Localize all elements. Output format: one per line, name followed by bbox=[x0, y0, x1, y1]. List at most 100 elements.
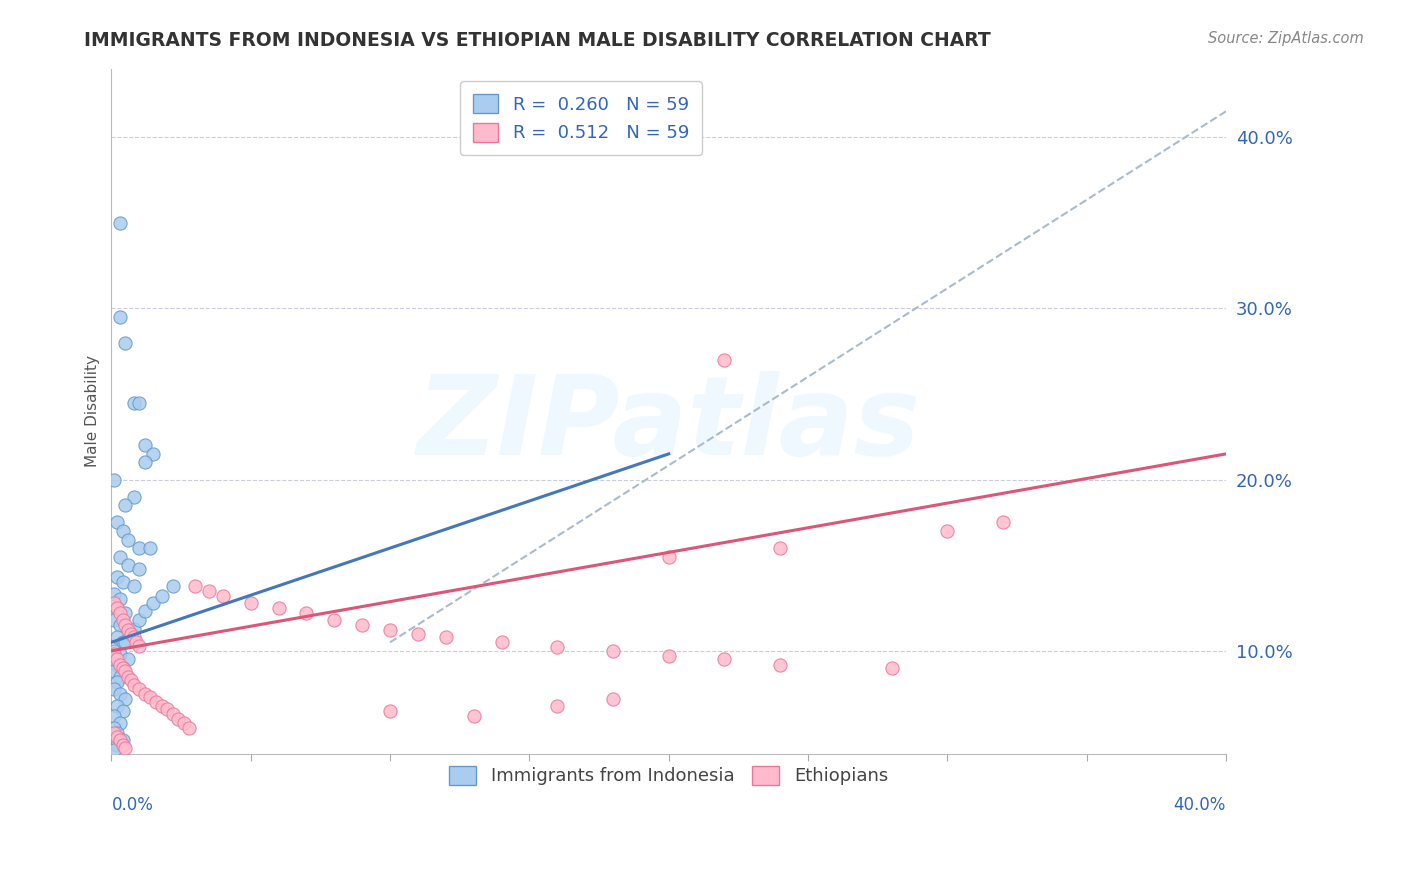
Text: ZIPatlas: ZIPatlas bbox=[416, 371, 921, 478]
Point bbox=[602, 691, 624, 706]
Point bbox=[128, 681, 150, 696]
Point bbox=[120, 673, 142, 687]
Point bbox=[114, 606, 136, 620]
Point bbox=[434, 630, 457, 644]
Point bbox=[880, 661, 903, 675]
Point bbox=[267, 601, 290, 615]
Point bbox=[125, 635, 148, 649]
Point bbox=[111, 733, 134, 747]
Point bbox=[239, 596, 262, 610]
Point bbox=[105, 570, 128, 584]
Point bbox=[156, 702, 179, 716]
Point bbox=[128, 613, 150, 627]
Point bbox=[105, 730, 128, 744]
Point bbox=[378, 704, 401, 718]
Point bbox=[145, 695, 167, 709]
Text: 40.0%: 40.0% bbox=[1174, 797, 1226, 814]
Point bbox=[114, 741, 136, 756]
Point bbox=[105, 601, 128, 615]
Point bbox=[120, 626, 142, 640]
Point bbox=[295, 606, 318, 620]
Point bbox=[111, 524, 134, 538]
Point bbox=[117, 533, 139, 547]
Point bbox=[103, 726, 125, 740]
Point bbox=[103, 709, 125, 723]
Point bbox=[103, 596, 125, 610]
Point bbox=[105, 738, 128, 752]
Point bbox=[114, 691, 136, 706]
Point bbox=[108, 310, 131, 324]
Point bbox=[103, 473, 125, 487]
Point bbox=[105, 698, 128, 713]
Point bbox=[122, 395, 145, 409]
Point bbox=[167, 712, 190, 726]
Legend: Immigrants from Indonesia, Ethiopians: Immigrants from Indonesia, Ethiopians bbox=[441, 759, 896, 793]
Text: Source: ZipAtlas.com: Source: ZipAtlas.com bbox=[1208, 31, 1364, 46]
Point bbox=[111, 575, 134, 590]
Point bbox=[162, 579, 184, 593]
Point bbox=[105, 516, 128, 530]
Point bbox=[198, 583, 221, 598]
Point bbox=[114, 335, 136, 350]
Point bbox=[378, 624, 401, 638]
Point bbox=[117, 624, 139, 638]
Point bbox=[103, 587, 125, 601]
Point bbox=[122, 579, 145, 593]
Point bbox=[108, 549, 131, 564]
Point bbox=[103, 681, 125, 696]
Point bbox=[179, 721, 201, 735]
Point bbox=[936, 524, 959, 538]
Point bbox=[117, 652, 139, 666]
Point bbox=[103, 648, 125, 662]
Point bbox=[491, 635, 513, 649]
Point bbox=[108, 648, 131, 662]
Point bbox=[323, 613, 346, 627]
Point bbox=[103, 652, 125, 666]
Point bbox=[111, 661, 134, 675]
Point bbox=[713, 652, 735, 666]
Point bbox=[108, 606, 131, 620]
Text: 0.0%: 0.0% bbox=[111, 797, 153, 814]
Point bbox=[184, 579, 207, 593]
Point bbox=[769, 657, 792, 672]
Point bbox=[134, 438, 156, 452]
Point bbox=[111, 635, 134, 649]
Point bbox=[713, 352, 735, 367]
Point bbox=[108, 592, 131, 607]
Point bbox=[128, 562, 150, 576]
Point bbox=[108, 669, 131, 683]
Point bbox=[108, 687, 131, 701]
Point bbox=[105, 726, 128, 740]
Point bbox=[103, 721, 125, 735]
Point bbox=[142, 447, 165, 461]
Point bbox=[108, 216, 131, 230]
Point bbox=[142, 596, 165, 610]
Point bbox=[128, 541, 150, 555]
Point bbox=[103, 743, 125, 757]
Point bbox=[139, 690, 162, 705]
Point bbox=[111, 613, 134, 627]
Point bbox=[128, 639, 150, 653]
Point bbox=[150, 589, 173, 603]
Point bbox=[103, 644, 125, 658]
Point bbox=[602, 644, 624, 658]
Point bbox=[111, 704, 134, 718]
Point bbox=[117, 558, 139, 573]
Point bbox=[114, 498, 136, 512]
Point bbox=[463, 709, 485, 723]
Point bbox=[105, 674, 128, 689]
Point bbox=[406, 626, 429, 640]
Point bbox=[991, 516, 1014, 530]
Point bbox=[105, 652, 128, 666]
Point bbox=[546, 640, 568, 655]
Point bbox=[658, 549, 681, 564]
Text: IMMIGRANTS FROM INDONESIA VS ETHIOPIAN MALE DISABILITY CORRELATION CHART: IMMIGRANTS FROM INDONESIA VS ETHIOPIAN M… bbox=[84, 31, 991, 50]
Point bbox=[117, 669, 139, 683]
Point bbox=[134, 455, 156, 469]
Point bbox=[134, 687, 156, 701]
Point bbox=[108, 715, 131, 730]
Point bbox=[139, 541, 162, 555]
Point bbox=[134, 605, 156, 619]
Point bbox=[122, 622, 145, 636]
Point bbox=[114, 665, 136, 679]
